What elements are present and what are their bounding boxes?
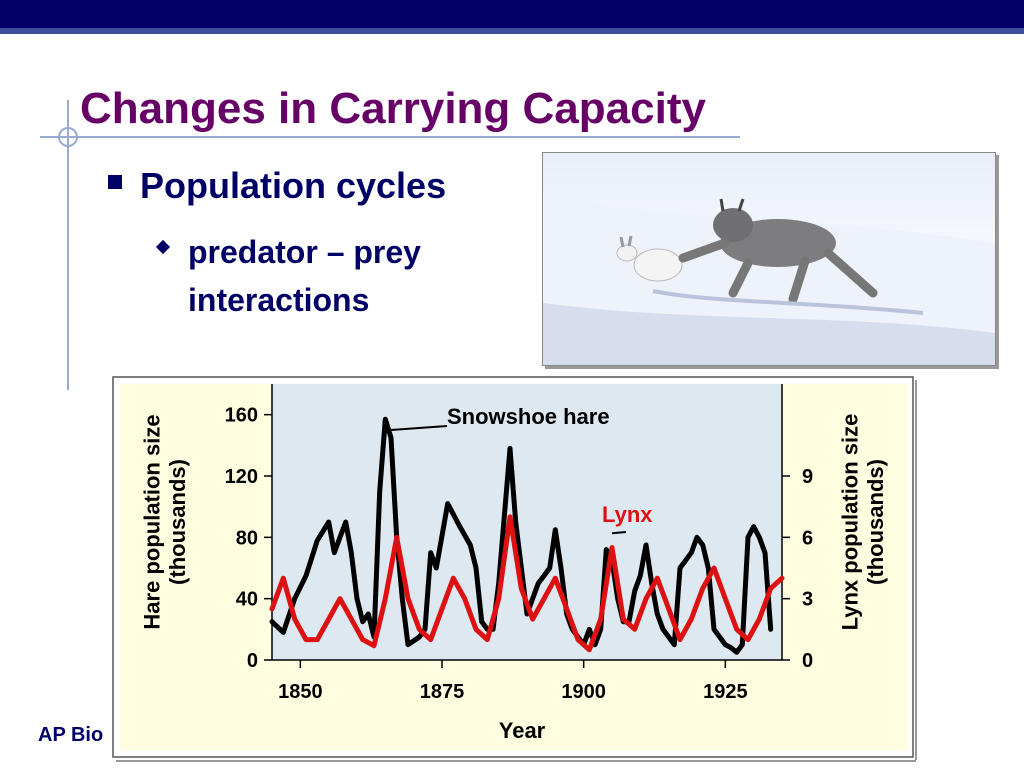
x-tick-label: 1925 [703, 681, 748, 703]
y-axis-right-label: Lynx population size(thousands) [838, 414, 888, 631]
y-left-tick-label: 0 [247, 650, 258, 672]
y-left-tick-label: 80 [236, 527, 258, 549]
lynx-pointer [611, 531, 627, 535]
y-right-tick-label: 3 [802, 589, 813, 611]
top-bar-stripe [0, 28, 1024, 34]
y-right-tick-label: 9 [802, 466, 813, 488]
chart-svg: 0 40 80 120 160 0 3 6 9 1850 1875 1900 1925 Snowshoe… [112, 376, 917, 762]
x-tick-label: 1900 [561, 681, 606, 703]
x-tick-label: 1850 [278, 681, 323, 703]
population-chart: 0 40 80 120 160 0 3 6 9 1850 1875 1900 1925 Snowshoe… [112, 376, 918, 767]
snowshoe-hare-annotation: Snowshoe hare [447, 404, 610, 429]
y-left-tick-label: 160 [225, 405, 258, 427]
diamond-bullet-icon [155, 239, 171, 255]
y-axis-left-label: Hare population size(thousands) [140, 414, 190, 629]
decor-horizontal-line [40, 136, 740, 138]
series-lynx-line [269, 514, 785, 653]
lynx-annotation: Lynx [602, 502, 653, 527]
decor-vertical-line [67, 100, 69, 390]
y-left-tick-label: 40 [236, 589, 258, 611]
bullet-1-text: Population cycles [140, 165, 447, 206]
y-left-tick-label: 120 [225, 466, 258, 488]
square-bullet-icon [108, 175, 122, 190]
top-bar [0, 0, 1024, 28]
bullet-2-line-2: interactions [188, 282, 370, 318]
x-axis-label: Year [499, 718, 546, 743]
bullet-2: predator – prey interactions [155, 228, 421, 324]
footer-text: AP Bio [38, 724, 104, 746]
y-right-tick-label: 6 [802, 527, 813, 549]
series-snowshoe-hare-line [269, 416, 774, 655]
hare-icon [633, 248, 683, 282]
lynx-chasing-hare-photo [542, 152, 996, 366]
snowshoe-hare-pointer [390, 425, 448, 431]
x-tick-label: 1875 [420, 681, 465, 703]
bullet-2-line-1: predator – prey [188, 234, 421, 270]
photo-illustration [543, 193, 995, 365]
slide-title: Changes in Carrying Capacity [80, 84, 706, 133]
y-right-tick-label: 0 [802, 650, 813, 672]
bullet-1: Population cycles [108, 165, 446, 207]
decor-circle [58, 127, 78, 147]
